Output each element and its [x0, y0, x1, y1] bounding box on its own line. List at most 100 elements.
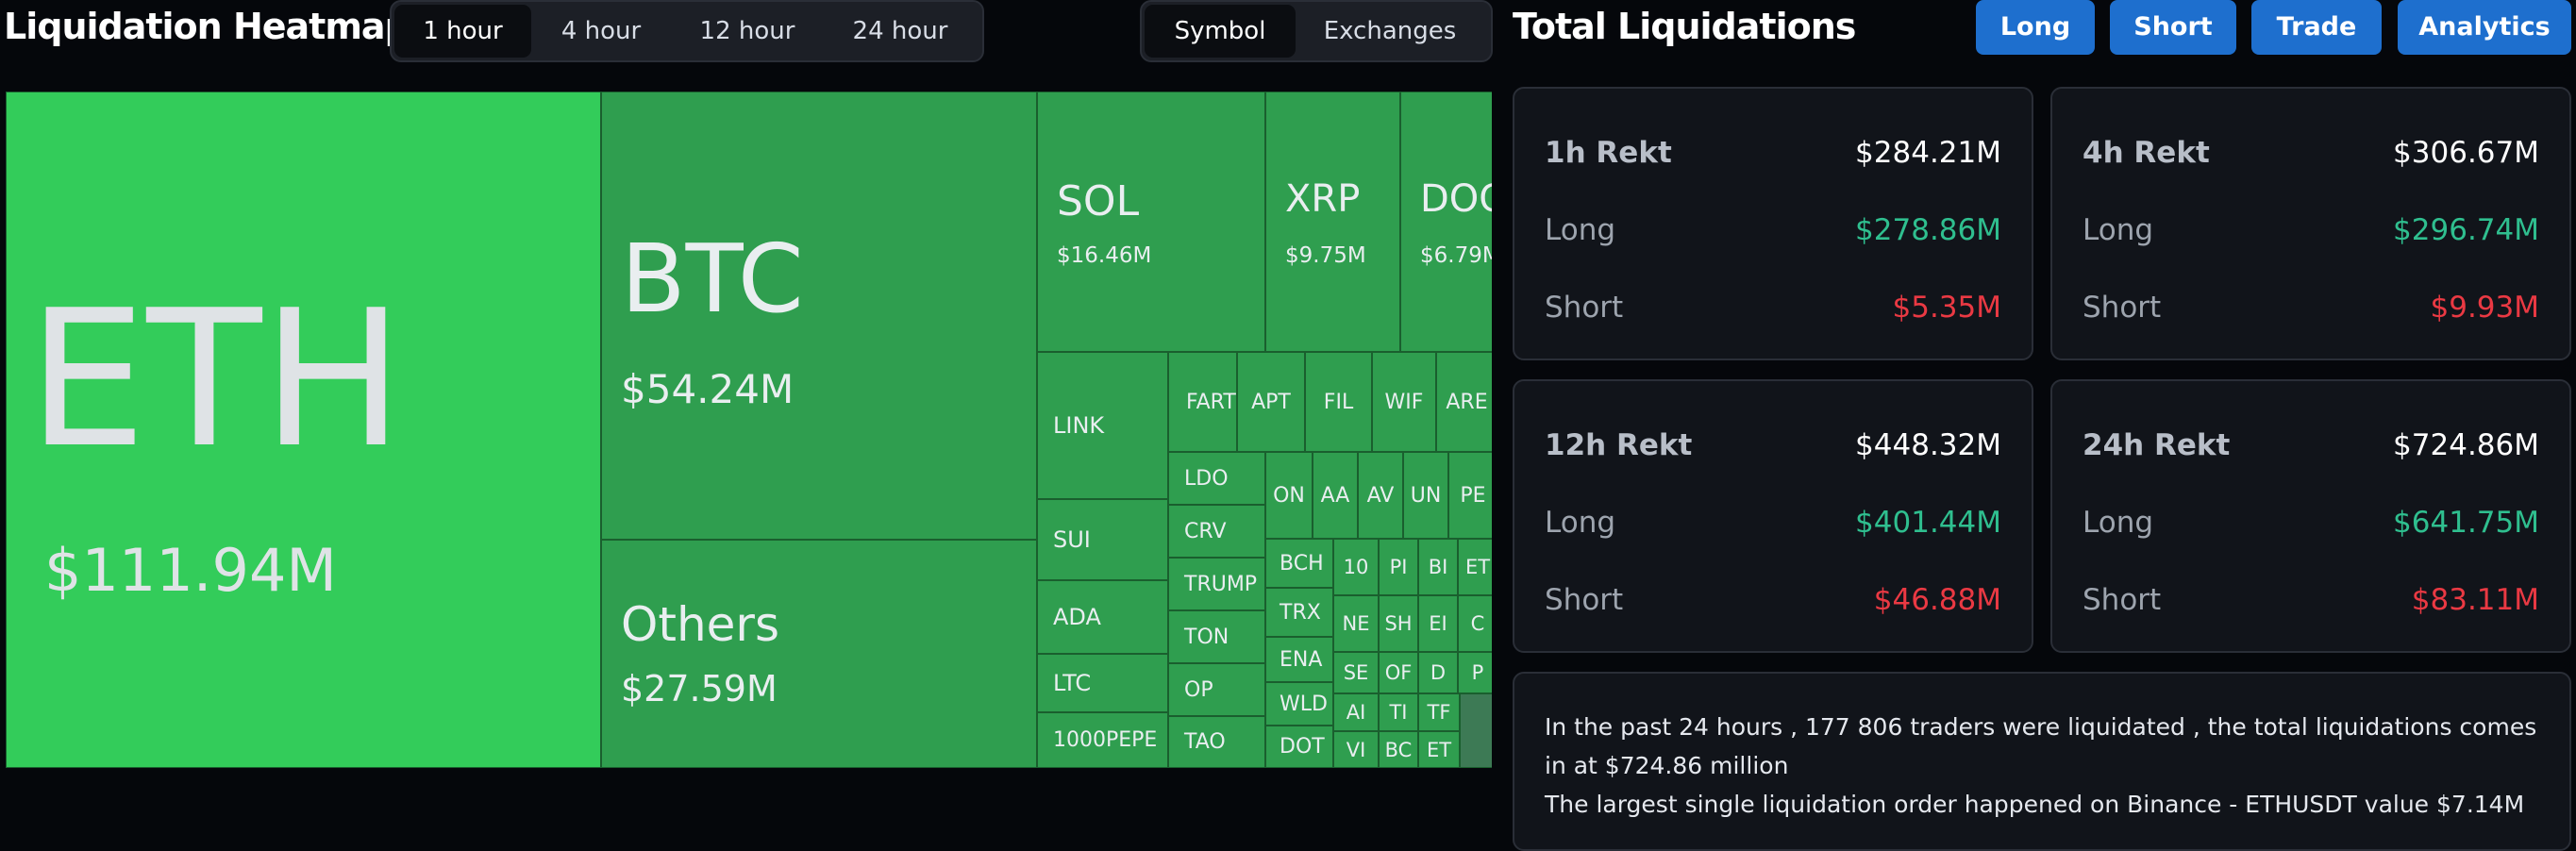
cell-ne-symbol: NE — [1342, 612, 1370, 635]
analytics-button[interactable]: Analytics — [2398, 0, 2571, 55]
cell-1000pepe[interactable]: 1000PEPE — [1037, 712, 1168, 768]
cell-ton[interactable]: TON — [1168, 610, 1265, 663]
cell-aa[interactable]: AA — [1313, 452, 1358, 539]
cell-ti[interactable]: TI — [1379, 693, 1418, 731]
cell-ada-symbol: ADA — [1053, 604, 1101, 630]
timeframe-4-hour[interactable]: 4 hour — [560, 17, 642, 45]
cell-xrp-symbol: XRP — [1285, 177, 1361, 221]
cell-bc[interactable]: BC — [1379, 731, 1418, 768]
card-title: 1h Rekt — [1545, 136, 1672, 170]
cell-ne[interactable]: NE — [1333, 595, 1379, 652]
cell-btc-symbol: BTC — [621, 224, 804, 334]
card-short: $83.11M — [2411, 583, 2539, 617]
cell-fil[interactable]: FIL — [1305, 352, 1372, 452]
card-24h-rekt: 24h Rekt $724.86M Long $641.75M Short $83.1… — [2050, 379, 2571, 653]
cell-on[interactable]: ON — [1265, 452, 1313, 539]
cell-wif[interactable]: WIF — [1372, 352, 1436, 452]
cell-d[interactable]: D — [1418, 652, 1458, 693]
cell-c[interactable]: C — [1458, 595, 1492, 652]
card-total: $306.67M — [2393, 136, 2539, 170]
cell-se-symbol: SE — [1343, 661, 1369, 684]
long-label: Long — [1545, 506, 1616, 540]
view-exchanges[interactable]: Exchanges — [1323, 17, 1457, 45]
cell-apt[interactable]: APT — [1237, 352, 1305, 452]
trade-button[interactable]: Trade — [2251, 0, 2382, 55]
card-1h-rekt: 1h Rekt $284.21M Long $278.86M Short $5.35M — [1513, 87, 2033, 360]
cell-crv[interactable]: CRV — [1168, 505, 1265, 558]
cell-pe[interactable]: PE — [1448, 452, 1492, 539]
cell-eth[interactable]: ETH $111.94M — [6, 92, 601, 768]
cell-fart[interactable]: FART — [1168, 352, 1237, 452]
cell-ei-symbol: EI — [1429, 612, 1447, 635]
cell-apt-symbol: APT — [1251, 390, 1291, 414]
long-button[interactable]: Long — [1976, 0, 2095, 55]
cell-ltc[interactable]: LTC — [1037, 654, 1168, 712]
cell-wld[interactable]: WLD — [1265, 682, 1333, 726]
cell-et-2[interactable]: ET — [1418, 731, 1460, 768]
timeframe-selector: 1 hour 4 hour 12 hour 24 hour — [390, 0, 984, 62]
summary-line-largest-order: The largest single liquidation order hap… — [1545, 791, 2525, 818]
long-label: Long — [1545, 213, 1616, 247]
view-symbol[interactable]: Symbol — [1145, 5, 1296, 58]
cell-arb[interactable]: ARE — [1436, 352, 1492, 452]
long-label: Long — [2083, 213, 2154, 247]
cell-pi[interactable]: PI — [1379, 539, 1418, 595]
heatmap-title: Liquidation Heatmap — [4, 6, 410, 47]
cell-ai[interactable]: AI — [1333, 693, 1379, 731]
cell-pi-symbol: PI — [1389, 556, 1408, 578]
cell-vi[interactable]: VI — [1333, 731, 1379, 768]
timeframe-24-hour[interactable]: 24 hour — [852, 17, 948, 45]
card-long: $641.75M — [2393, 506, 2539, 540]
cell-bch[interactable]: BCH — [1265, 539, 1333, 588]
card-total: $724.86M — [2393, 428, 2539, 462]
cell-ada[interactable]: ADA — [1037, 580, 1168, 654]
card-long: $278.86M — [1855, 213, 2001, 247]
long-label: Long — [2083, 506, 2154, 540]
cell-trx[interactable]: TRX — [1265, 588, 1333, 637]
cell-btc[interactable]: BTC $54.24M — [601, 92, 1037, 540]
cell-pe-symbol: PE — [1460, 483, 1486, 508]
timeframe-12-hour[interactable]: 12 hour — [699, 17, 795, 45]
cell-un[interactable]: UN — [1403, 452, 1448, 539]
cell-tf-symbol: TF — [1427, 701, 1451, 724]
cell-xrp[interactable]: XRP $9.75M — [1265, 92, 1400, 352]
cell-ena[interactable]: ENA — [1265, 637, 1333, 682]
cell-tao[interactable]: TAO — [1168, 716, 1265, 768]
cell-sh-symbol: SH — [1384, 612, 1413, 635]
cell-p[interactable]: P — [1458, 652, 1492, 693]
cell-dot[interactable]: DOT — [1265, 726, 1333, 768]
cell-op-symbol: OP — [1184, 677, 1213, 702]
short-label: Short — [2083, 291, 2162, 325]
short-label: Short — [1545, 291, 1624, 325]
cell-sui[interactable]: SUI — [1037, 499, 1168, 580]
card-title: 12h Rekt — [1545, 428, 1693, 462]
cell-eth-symbol: ETH — [27, 270, 404, 490]
cell-c-symbol: C — [1470, 612, 1485, 635]
cell-of[interactable]: OF — [1379, 652, 1418, 693]
cell-link[interactable]: LINK — [1037, 352, 1168, 499]
cell-op[interactable]: OP — [1168, 663, 1265, 716]
cell-others[interactable]: Others $27.59M — [601, 540, 1037, 768]
timeframe-1-hour[interactable]: 1 hour — [394, 5, 531, 58]
cell-ei[interactable]: EI — [1418, 595, 1458, 652]
short-button[interactable]: Short — [2110, 0, 2236, 55]
cell-et[interactable]: ET — [1458, 539, 1492, 595]
total-liquidations-title: Total Liquidations — [1513, 6, 1856, 47]
cell-av[interactable]: AV — [1358, 452, 1403, 539]
cell-tiny-grey[interactable] — [1460, 693, 1492, 768]
cell-se[interactable]: SE — [1333, 652, 1379, 693]
cell-trump-symbol: TRUMP — [1184, 572, 1258, 596]
cell-ti-symbol: TI — [1389, 701, 1408, 724]
cell-ena-symbol: ENA — [1280, 647, 1323, 672]
cell-doge[interactable]: DOG $6.79M — [1400, 92, 1492, 352]
cell-tao-symbol: TAO — [1184, 730, 1226, 754]
cell-un-symbol: UN — [1410, 483, 1442, 508]
cell-sh[interactable]: SH — [1379, 595, 1418, 652]
cell-bi[interactable]: BI — [1418, 539, 1458, 595]
cell-10[interactable]: 10 — [1333, 539, 1379, 595]
cell-trump[interactable]: TRUMP — [1168, 558, 1265, 610]
cell-sol[interactable]: SOL $16.46M — [1037, 92, 1265, 352]
cell-ldo[interactable]: LDO — [1168, 452, 1265, 505]
cell-tf[interactable]: TF — [1418, 693, 1460, 731]
cell-ldo-symbol: LDO — [1184, 466, 1229, 491]
